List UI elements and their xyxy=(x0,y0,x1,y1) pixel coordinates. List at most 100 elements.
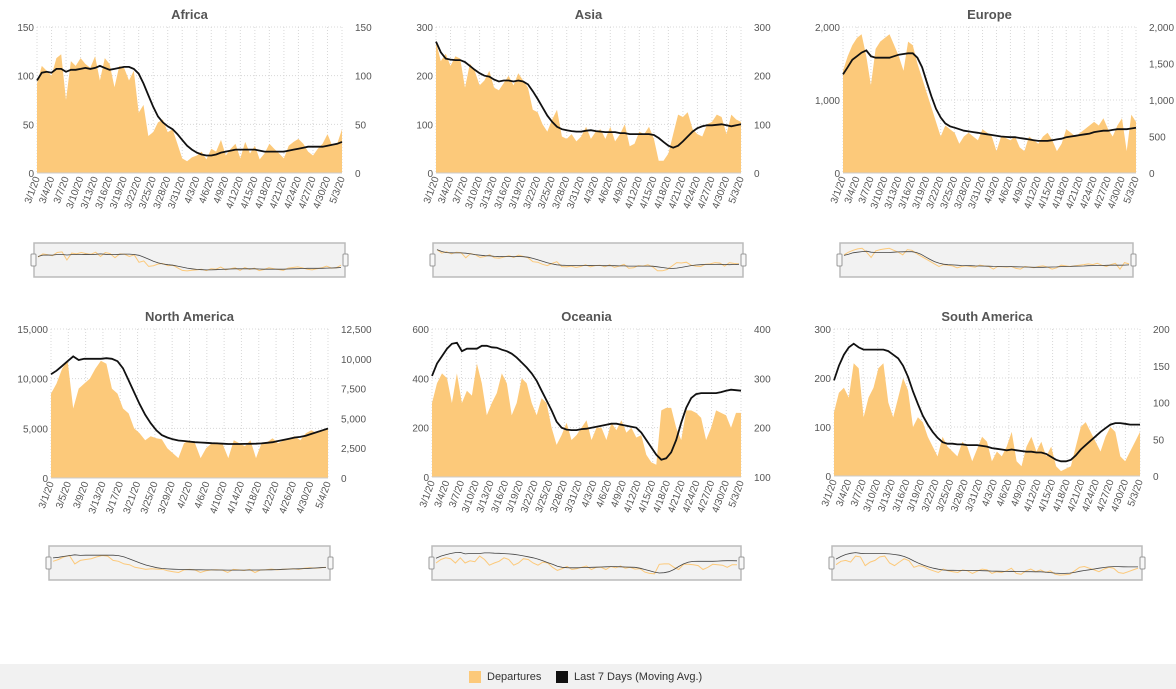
y-left-tick-label: 0 xyxy=(834,169,840,180)
y-right-tick-label: 200 xyxy=(1153,325,1170,336)
chart-title: Asia xyxy=(575,7,603,22)
chart-europe: Europe01,0002,00005001,0001,5002,0003/1/… xyxy=(815,7,1174,278)
y-right-tick-label: 1,500 xyxy=(1149,60,1174,71)
y-left-tick-label: 200 xyxy=(814,374,831,385)
navigator-right-handle[interactable] xyxy=(1139,556,1146,570)
y-left-tick-label: 10,000 xyxy=(17,375,48,386)
moving-avg-line xyxy=(435,41,742,149)
range-navigator[interactable] xyxy=(836,242,1137,278)
y-right-tick-label: 2,500 xyxy=(341,444,366,455)
chart-north-america: North America 0 5,000 10,000 15,000 0 2,500 5,0… xyxy=(17,309,372,581)
departures-area xyxy=(834,363,1140,476)
y-left-tick-label: 5,000 xyxy=(23,424,48,435)
chart-title: Oceania xyxy=(561,309,612,324)
y-right-tick-label: 100 xyxy=(1153,399,1170,410)
moving-avg-line xyxy=(833,342,1140,463)
navigator-left-handle[interactable] xyxy=(828,556,835,570)
moving-avg-line xyxy=(431,341,742,461)
y-right-tick-label: 10,000 xyxy=(341,355,372,366)
y-right-tick-label: 7,500 xyxy=(341,385,366,396)
legend-item-departures[interactable]: Departures xyxy=(469,670,541,684)
y-left-tick-label: 2,000 xyxy=(815,23,840,34)
navigator-left-handle[interactable] xyxy=(45,556,52,570)
charts-grid: Africa 0 50 100 150 0 50 100 150 3/1/20 3/4/20 3/7/… xyxy=(17,7,1174,581)
x-tick-label: 5/4/20 xyxy=(314,480,334,510)
y-right-tick-label: 150 xyxy=(355,23,372,34)
navigator-departures-line xyxy=(435,555,737,575)
legend-item-moving-avg[interactable]: Last 7 Days (Moving Avg.) xyxy=(556,670,702,684)
legend: Departures Last 7 Days (Moving Avg.) xyxy=(0,664,1176,689)
y-left-tick-label: 1,000 xyxy=(815,96,840,107)
navigator-left-handle[interactable] xyxy=(30,253,37,267)
y-right-tick-label: 200 xyxy=(754,424,771,435)
y-left-tick-label: 0 xyxy=(423,473,429,484)
y-left-tick-label: 0 xyxy=(427,169,433,180)
navigator-frame[interactable] xyxy=(33,242,346,278)
y-right-tick-label: 300 xyxy=(754,23,771,34)
departures-area xyxy=(436,41,741,173)
moving-avg-line xyxy=(36,64,343,157)
y-right-tick-label: 0 xyxy=(1149,169,1155,180)
legend-label-departures: Departures xyxy=(487,671,542,683)
y-right-tick-label: 0 xyxy=(355,169,361,180)
y-left-tick-label: 150 xyxy=(17,23,34,34)
charts-svg: Africa0501001500501001503/1/203/4/203/7/… xyxy=(17,7,1174,581)
y-left-tick-label: 15,000 xyxy=(17,325,48,336)
y-right-tick-label: 200 xyxy=(754,72,771,83)
y-right-tick-label: 100 xyxy=(754,473,771,484)
moving-avg-line xyxy=(842,49,1137,142)
y-left-tick-label: 400 xyxy=(412,374,429,385)
range-navigator[interactable] xyxy=(428,545,745,581)
y-left-tick-label: 0 xyxy=(28,169,34,180)
departures-swatch xyxy=(469,671,481,683)
navigator-right-handle[interactable] xyxy=(327,556,334,570)
navigator-left-handle[interactable] xyxy=(428,556,435,570)
y-right-tick-label: 1,000 xyxy=(1149,96,1174,107)
y-right-tick-label: 300 xyxy=(754,374,771,385)
y-right-tick-label: 100 xyxy=(355,72,372,83)
navigator-moving-avg-line xyxy=(843,250,1130,268)
navigator-frame[interactable] xyxy=(48,545,331,581)
range-navigator[interactable] xyxy=(828,545,1146,581)
y-right-tick-label: 12,500 xyxy=(341,325,372,336)
y-right-tick-label: 100 xyxy=(754,120,771,131)
legend-label-moving-avg: Last 7 Days (Moving Avg.) xyxy=(574,671,703,683)
navigator-right-handle[interactable] xyxy=(738,556,745,570)
departures-area xyxy=(843,34,1136,173)
y-right-tick-label: 0 xyxy=(754,169,760,180)
y-left-tick-label: 100 xyxy=(17,72,34,83)
y-right-tick-label: 50 xyxy=(1153,435,1165,446)
y-left-tick-label: 200 xyxy=(416,72,433,83)
navigator-left-handle[interactable] xyxy=(429,253,436,267)
y-right-tick-label: 0 xyxy=(1153,472,1159,483)
chart-title: North America xyxy=(145,309,235,324)
navigator-frame[interactable] xyxy=(431,545,742,581)
navigator-departures-line xyxy=(37,251,342,272)
y-left-tick-label: 0 xyxy=(42,474,48,485)
chart-oceania: Oceania02004006001002003004003/1/203/4/2… xyxy=(412,309,771,581)
navigator-right-handle[interactable] xyxy=(342,253,349,267)
navigator-moving-avg-line xyxy=(52,554,327,571)
navigator-right-handle[interactable] xyxy=(1130,253,1137,267)
navigator-frame[interactable] xyxy=(839,242,1134,278)
chart-title: Europe xyxy=(967,7,1012,22)
navigator-frame[interactable] xyxy=(831,545,1143,581)
y-right-tick-label: 500 xyxy=(1149,133,1166,144)
range-navigator[interactable] xyxy=(45,545,334,581)
y-left-tick-label: 600 xyxy=(412,325,429,336)
moving-avg-swatch xyxy=(556,671,568,683)
range-navigator[interactable] xyxy=(30,242,349,278)
navigator-right-handle[interactable] xyxy=(740,253,747,267)
chart-title: South America xyxy=(941,309,1033,324)
navigator-moving-avg-line xyxy=(436,249,740,269)
departures-area xyxy=(37,54,342,173)
y-right-tick-label: 2,000 xyxy=(1149,23,1174,34)
y-right-tick-label: 150 xyxy=(1153,362,1170,373)
y-right-tick-label: 5,000 xyxy=(341,414,366,425)
range-navigator[interactable] xyxy=(429,242,747,278)
navigator-frame[interactable] xyxy=(432,242,744,278)
y-left-tick-label: 100 xyxy=(814,423,831,434)
y-left-tick-label: 50 xyxy=(23,120,35,131)
departures-area xyxy=(51,360,328,478)
navigator-left-handle[interactable] xyxy=(836,253,843,267)
